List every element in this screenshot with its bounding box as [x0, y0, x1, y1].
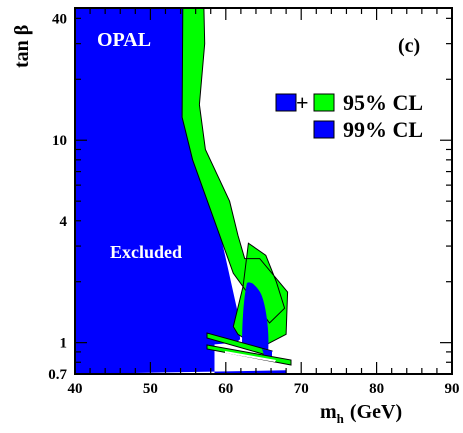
y-tick-label: 1: [60, 336, 68, 352]
x-tick-label: 80: [369, 381, 384, 397]
legend-label-95: 95% CL: [343, 90, 423, 115]
y-tick-label: 4: [60, 214, 68, 230]
x-axis-title-subscript: h: [337, 411, 345, 426]
x-axis-ticks: [74, 8, 453, 374]
x-tick-label: 90: [445, 381, 460, 397]
legend-swatch-blue-99: [313, 120, 335, 139]
x-axis-title-unit: (GeV): [350, 401, 402, 423]
plot-frame: [74, 7, 453, 375]
panel-label: (c): [398, 35, 420, 57]
legend-swatch-blue-95: [275, 93, 297, 112]
x-tick-label: 70: [294, 381, 309, 397]
x-tick-label: 40: [68, 381, 83, 397]
legend-plus: +: [296, 90, 309, 115]
legend: + 95% CL 99% CL: [275, 90, 423, 142]
y-tick-label: 10: [52, 133, 67, 149]
experiment-label: OPAL: [97, 29, 151, 51]
y-axis-title: tan β: [11, 25, 33, 68]
plot-regions: [75, 8, 292, 374]
x-axis-tick-labels: 40 50 60 70 80 90: [68, 381, 460, 397]
x-axis-title: mh (GeV): [320, 401, 402, 426]
excluded-label: Excluded: [110, 242, 182, 262]
region-99cl-island: [242, 282, 269, 353]
legend-label-99: 99% CL: [343, 117, 423, 142]
y-axis-ticks: [75, 17, 452, 375]
y-axis-tick-labels: 0.7 1 4 10 40: [48, 11, 67, 383]
y-tick-label: 0.7: [48, 367, 67, 383]
sliver-white-lower: [225, 351, 276, 362]
y-tick-label: 40: [52, 11, 67, 27]
x-tick-label: 50: [143, 381, 158, 397]
legend-swatch-green-95: [313, 93, 335, 112]
x-axis-title-main: m: [320, 401, 337, 423]
region-99cl: [75, 8, 287, 374]
x-tick-label: 60: [218, 381, 233, 397]
